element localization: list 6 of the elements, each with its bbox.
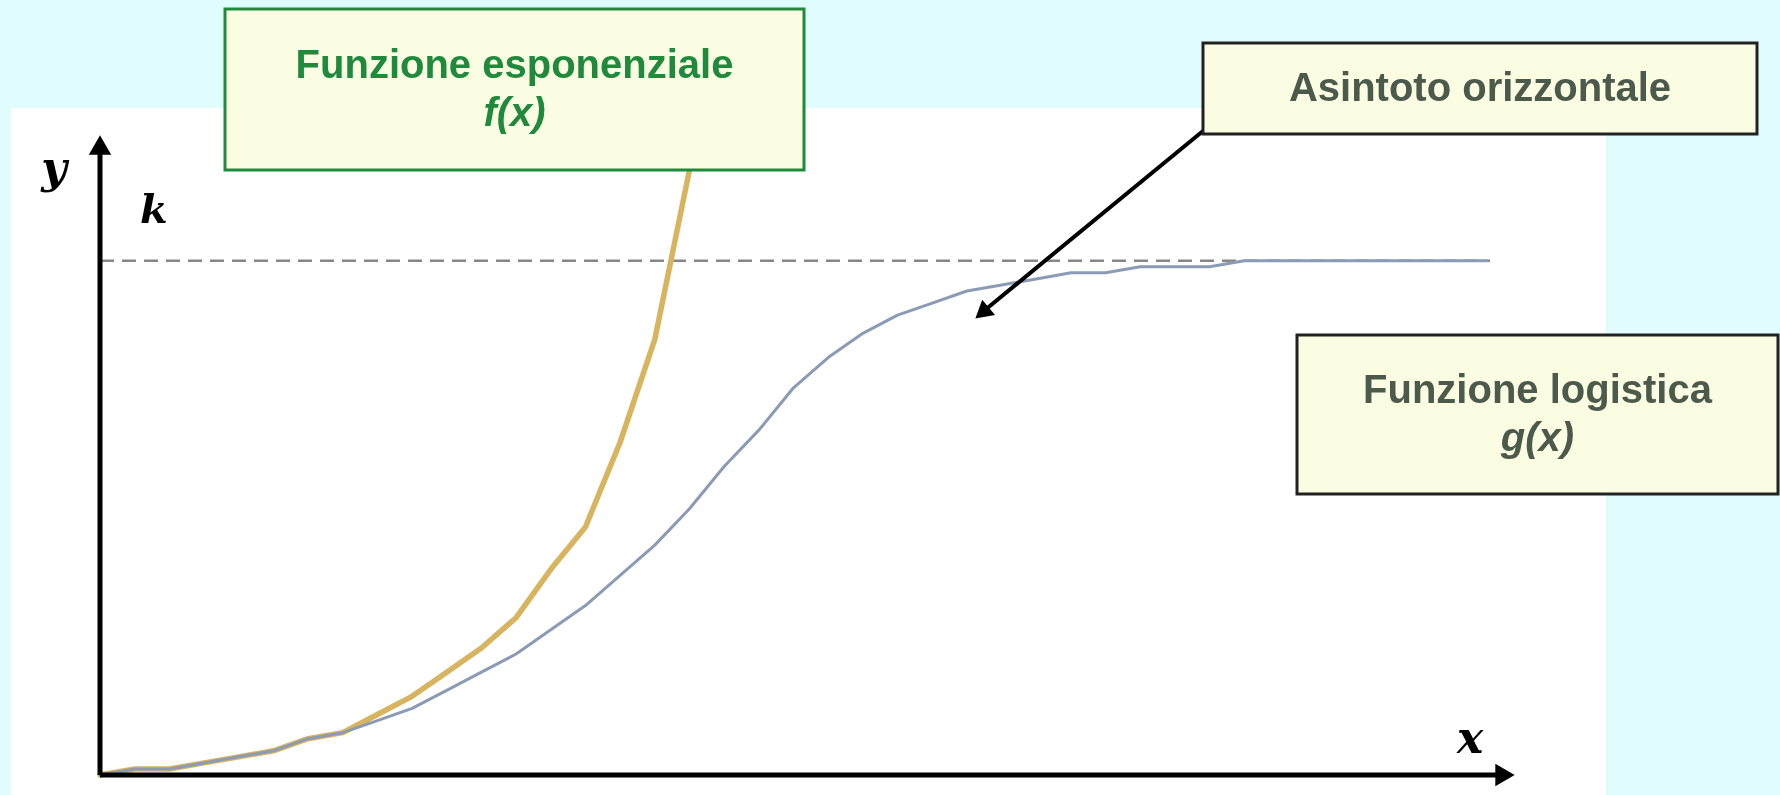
text: Asintoto orizzontale bbox=[1288, 64, 1672, 109]
text: Funzione logistica g(x) bbox=[1363, 366, 1713, 459]
ref-line-label: k bbox=[140, 184, 168, 232]
y-axis-title: y bbox=[40, 142, 71, 193]
x-axis-title: x bbox=[1455, 712, 1484, 763]
series-label: Funzione esponenziale f(x) bbox=[295, 41, 734, 134]
